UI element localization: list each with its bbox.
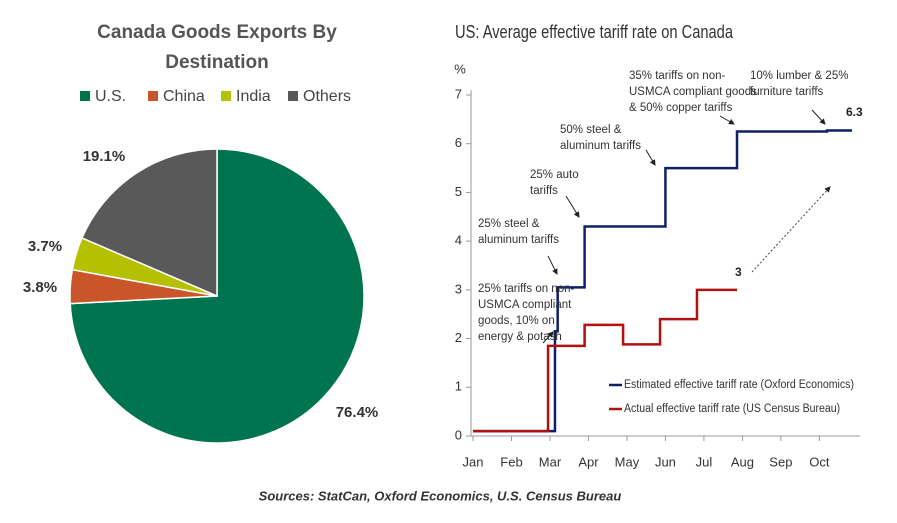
legend-swatch: [148, 91, 158, 101]
series-line: [473, 129, 853, 433]
legend-label: Others: [303, 88, 351, 105]
annotation: energy & potash: [478, 331, 562, 343]
legend-label: U.S.: [95, 88, 126, 105]
x-tick-label: May: [615, 454, 640, 469]
source: Sources: StatCan, Oxford Economics, U.S.…: [259, 488, 622, 503]
series-line: [473, 288, 738, 433]
x-tick-label: Sep: [769, 454, 792, 469]
y-tick-label: 4: [455, 233, 462, 248]
annotation: furniture tariffs: [750, 86, 824, 98]
annotation: aluminum tariffs: [478, 234, 559, 246]
annotation: 50% steel &: [560, 124, 622, 136]
legend-label: Actual effective tariff rate (US Census …: [624, 403, 840, 415]
chart-title: US: Average effective tariff rate on Can…: [455, 22, 734, 42]
annotation: 25% steel &: [478, 218, 540, 230]
legend-label: Estimated effective tariff rate (Oxford …: [624, 379, 854, 391]
x-tick-label: Jul: [696, 454, 713, 469]
x-tick-label: Feb: [500, 454, 522, 469]
annotation: & 50% copper tariffs: [629, 102, 733, 114]
y-tick-label: 5: [455, 184, 462, 199]
annotation-arrow: [719, 115, 735, 125]
legend-swatch: [80, 91, 90, 101]
annotation: 25% tariffs on non-: [478, 283, 574, 295]
x-tick-label: Mar: [539, 454, 562, 469]
data-label: 3.7%: [28, 238, 62, 255]
x-tick-label: Jan: [463, 454, 484, 469]
y-axis-label: %: [454, 61, 466, 76]
legend-swatch: [288, 91, 298, 101]
pie-title: Canada Goods Exports By Destination: [97, 22, 337, 73]
x-tick-label: Oct: [809, 454, 830, 469]
annotation: USMCA compliant goods: [629, 86, 757, 98]
end-label: 3: [735, 265, 742, 279]
y-tick-label: 0: [455, 427, 462, 442]
y-tick-label: 1: [455, 379, 462, 394]
pie-slice: [80, 148, 218, 298]
data-label: 76.4%: [336, 404, 379, 421]
annotation: 25% auto: [530, 169, 579, 181]
annotation-arrow: [547, 255, 558, 275]
annotation-arrow: [565, 195, 580, 218]
annotation: aluminum tariffs: [560, 140, 641, 152]
y-tick-label: 3: [455, 281, 462, 296]
y-tick-label: 6: [455, 135, 462, 150]
x-tick-label: Apr: [578, 454, 599, 469]
annotation-arrow: [542, 331, 554, 344]
data-label: 19.1%: [83, 148, 126, 165]
projection-arrow: [751, 186, 831, 273]
legend-label: India: [236, 88, 271, 105]
x-tick-label: Aug: [731, 454, 754, 469]
annotation: goods, 10% on: [478, 315, 555, 327]
annotation: USMCA compliant: [478, 299, 572, 311]
x-tick-label: Jun: [655, 454, 676, 469]
annotation: 10% lumber & 25%: [750, 70, 848, 82]
data-label: 3.8%: [23, 279, 57, 296]
annotation-arrow: [811, 109, 826, 125]
y-tick-label: 2: [455, 330, 462, 345]
legend-swatch: [221, 91, 231, 101]
annotation: tariffs: [530, 185, 558, 197]
end-label: 6.3: [846, 105, 863, 119]
annotation-arrow: [645, 149, 656, 166]
y-tick-label: 7: [455, 86, 462, 101]
legend-label: China: [163, 88, 205, 105]
annotation: 35% tariffs on non-: [629, 70, 725, 82]
